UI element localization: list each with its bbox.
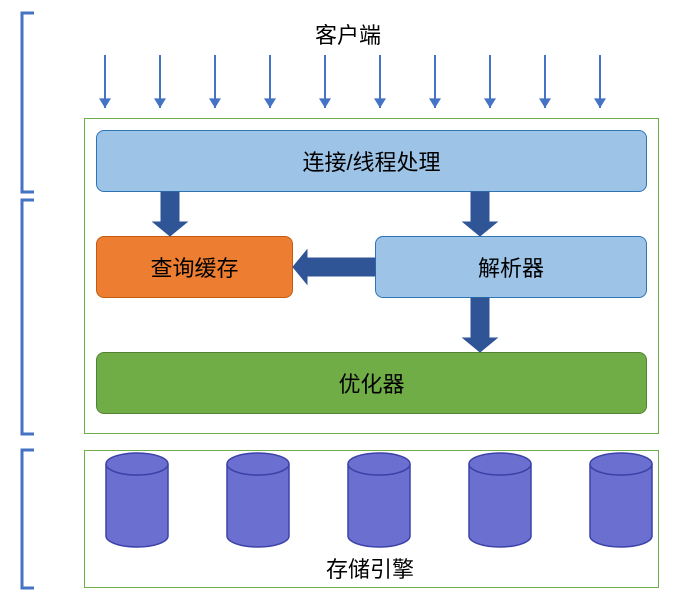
optimizer-box: 优化器 — [96, 352, 647, 414]
client-label: 客户端 — [308, 18, 388, 50]
optimizer-text: 优化器 — [338, 367, 404, 399]
connection-box: 连接/线程处理 — [96, 130, 647, 192]
parser-box: 解析器 — [375, 236, 647, 298]
architecture-diagram: 客户端 连接/线程处理 查询缓存 解析器 优化器 存储引擎 — [0, 0, 680, 611]
parser-text: 解析器 — [478, 251, 544, 283]
connection-text: 连接/线程处理 — [302, 145, 440, 177]
query-cache-box: 查询缓存 — [96, 236, 293, 298]
query-cache-text: 查询缓存 — [150, 251, 238, 283]
storage-engine-label: 存储引擎 — [300, 552, 440, 584]
